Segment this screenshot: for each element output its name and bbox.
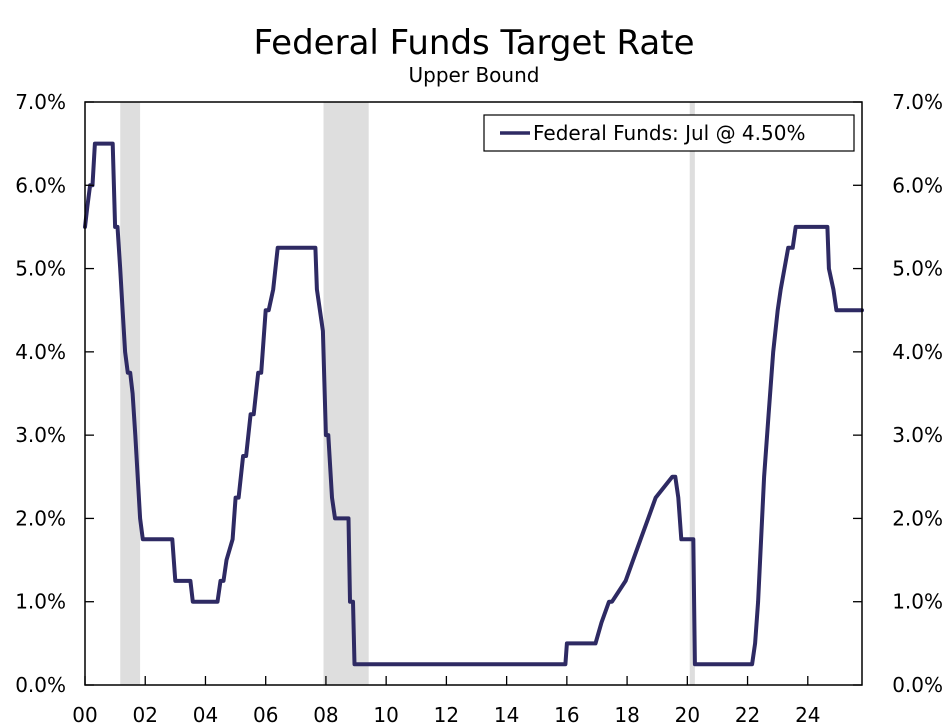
- x-tick-label: 24: [795, 703, 820, 727]
- y-tick-label-left: 6.0%: [15, 173, 66, 197]
- legend: Federal Funds: Jul @ 4.50%: [483, 114, 855, 152]
- y-axis-right: 0.0% 1.0% 2.0% 3.0% 4.0% 5.0% 6.0% 7.0%: [853, 90, 943, 697]
- recession-band: [120, 102, 141, 685]
- legend-box: [483, 114, 855, 152]
- y-tick-label-right: 2.0%: [892, 506, 943, 530]
- y-tick-label-right: 0.0%: [892, 673, 943, 697]
- x-tick-label: 00: [72, 703, 97, 727]
- y-tick-label-left: 7.0%: [15, 90, 66, 114]
- legend-label: Federal Funds: Jul @ 4.50%: [533, 121, 805, 145]
- x-tick-label: 02: [133, 703, 158, 727]
- y-tick-label-right: 7.0%: [892, 90, 943, 114]
- y-tick-label-left: 5.0%: [15, 257, 66, 281]
- recession-shading-group: [120, 102, 695, 685]
- x-tick-label: 06: [253, 703, 278, 727]
- y-axis-left: 0.0% 1.0% 2.0% 3.0% 4.0% 5.0% 6.0% 7.0%: [15, 90, 94, 697]
- chart-title: Federal Funds Target Rate: [253, 23, 694, 63]
- recession-band: [689, 102, 695, 685]
- series-group: [83, 141, 864, 667]
- x-tick-label: 22: [735, 703, 760, 727]
- plot-frame: [84, 101, 863, 686]
- x-tick-label: 08: [313, 703, 338, 727]
- x-tick-label: 12: [434, 703, 459, 727]
- x-tick-label: 18: [614, 703, 639, 727]
- x-tick-label: 16: [554, 703, 579, 727]
- y-tick-label-left: 0.0%: [15, 673, 66, 697]
- y-tick-label-right: 3.0%: [892, 423, 943, 447]
- y-tick-label-right: 4.0%: [892, 340, 943, 364]
- y-tick-label-left: 4.0%: [15, 340, 66, 364]
- y-tick-label-right: 1.0%: [892, 590, 943, 614]
- y-tick-label-right: 5.0%: [892, 257, 943, 281]
- y-tick-label-left: 1.0%: [15, 590, 66, 614]
- y-tick-label-left: 3.0%: [15, 423, 66, 447]
- x-tick-label: 10: [373, 703, 398, 727]
- x-tick-label: 04: [193, 703, 218, 727]
- x-tick-label: 14: [494, 703, 519, 727]
- x-axis: 00 02 04 06 08 10 12 14 16 18 20 22 24: [72, 676, 821, 727]
- y-tick-label-left: 2.0%: [15, 506, 66, 530]
- series-line: [83, 141, 864, 667]
- recession-band: [323, 102, 369, 685]
- y-tick-label-right: 6.0%: [892, 173, 943, 197]
- chart-subtitle: Upper Bound: [409, 63, 540, 87]
- x-tick-label: 20: [675, 703, 700, 727]
